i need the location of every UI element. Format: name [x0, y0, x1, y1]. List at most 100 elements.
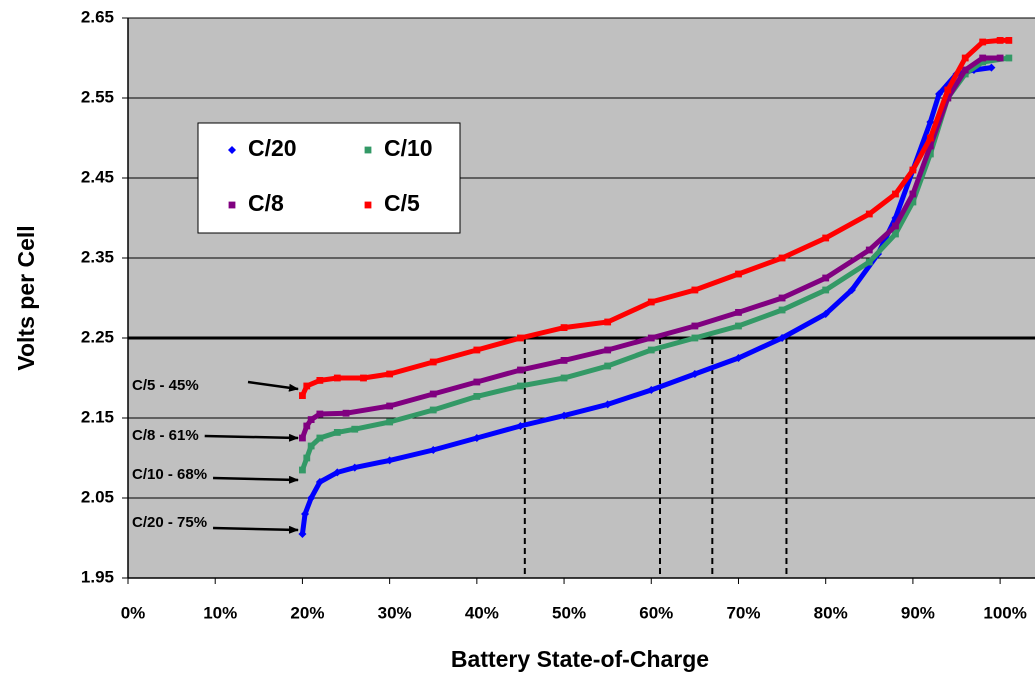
- marker: [351, 425, 359, 433]
- marker: [604, 346, 612, 354]
- x-tick-label: 0%: [121, 603, 146, 622]
- y-tick-label: 2.35: [81, 247, 114, 266]
- marker: [316, 377, 324, 384]
- marker: [1005, 37, 1013, 44]
- marker: [360, 374, 367, 382]
- x-axis-label: Battery State-of-Charge: [451, 646, 709, 672]
- marker: [303, 422, 311, 430]
- marker: [778, 254, 786, 262]
- marker: [517, 382, 524, 390]
- x-tick-label: 100%: [983, 603, 1026, 622]
- marker: [647, 346, 655, 354]
- marker: [299, 392, 306, 399]
- marker: [647, 298, 655, 306]
- y-tick-label: 2.45: [81, 167, 114, 186]
- marker: [822, 286, 830, 294]
- marker: [516, 422, 525, 430]
- y-tick-label: 2.25: [81, 327, 114, 346]
- marker: [690, 370, 699, 378]
- marker: [778, 294, 786, 302]
- marker: [429, 446, 438, 454]
- marker: [979, 58, 987, 66]
- marker: [847, 286, 856, 294]
- x-tick-label: 10%: [203, 603, 237, 622]
- marker: [734, 354, 743, 362]
- marker: [735, 309, 742, 316]
- plot-area: [128, 18, 1035, 578]
- marker: [961, 54, 969, 62]
- x-tick-label: 60%: [639, 603, 673, 622]
- marker: [892, 190, 899, 198]
- marker: [303, 454, 311, 462]
- legend-label: C/10: [384, 135, 433, 161]
- marker: [647, 386, 656, 394]
- marker: [228, 201, 236, 209]
- marker: [386, 370, 394, 378]
- y-tick-label: 2.55: [81, 87, 114, 106]
- y-tick-label: 1.95: [81, 567, 114, 586]
- marker: [301, 510, 310, 518]
- marker: [865, 246, 873, 254]
- marker: [316, 410, 324, 418]
- x-tick-label: 30%: [378, 603, 412, 622]
- annotation-arrow: [204, 433, 299, 442]
- marker: [386, 402, 394, 410]
- x-tick-label: 80%: [814, 603, 848, 622]
- marker: [778, 334, 787, 342]
- marker: [691, 334, 699, 342]
- marker: [307, 416, 315, 423]
- marker: [473, 393, 481, 400]
- marker: [909, 166, 917, 174]
- marker: [307, 494, 316, 502]
- y-axis-label: Volts per Cell: [13, 225, 39, 370]
- marker: [935, 90, 944, 98]
- marker: [429, 390, 437, 398]
- legend-label: C/8: [248, 190, 284, 216]
- marker: [691, 286, 699, 294]
- x-tick-label: 70%: [726, 603, 760, 622]
- marker: [472, 434, 481, 442]
- marker: [604, 362, 612, 370]
- marker: [822, 274, 830, 282]
- legend-label: C/5: [384, 190, 420, 216]
- marker: [735, 322, 742, 330]
- marker: [926, 150, 934, 158]
- marker: [386, 418, 394, 426]
- marker: [778, 306, 786, 314]
- marker: [473, 346, 481, 354]
- marker: [603, 400, 612, 409]
- marker: [944, 86, 952, 94]
- annotation-arrow: [213, 475, 299, 484]
- marker: [333, 468, 342, 477]
- marker: [892, 230, 899, 238]
- marker: [996, 37, 1004, 44]
- marker: [944, 94, 952, 102]
- marker: [822, 234, 830, 242]
- marker: [691, 322, 699, 330]
- marker: [735, 270, 742, 278]
- marker: [865, 258, 873, 266]
- annotation: C/20 - 75%: [132, 514, 207, 531]
- x-tick-label: 20%: [290, 603, 324, 622]
- marker: [560, 374, 568, 382]
- marker: [996, 54, 1004, 62]
- marker: [473, 378, 481, 386]
- marker: [342, 409, 350, 417]
- marker: [307, 442, 315, 450]
- marker: [299, 466, 306, 474]
- marker: [892, 222, 899, 230]
- x-tick-label: 50%: [552, 603, 586, 622]
- annotation-arrow: [247, 380, 299, 392]
- marker: [350, 463, 359, 472]
- marker: [429, 358, 437, 366]
- marker: [926, 142, 934, 150]
- marker: [979, 38, 987, 46]
- marker: [299, 434, 306, 442]
- legend: C/20 C/10 C/8 C/5: [197, 122, 461, 234]
- marker: [909, 190, 917, 198]
- y-tick-label: 2.05: [81, 487, 114, 506]
- marker: [647, 334, 655, 342]
- marker: [385, 456, 394, 465]
